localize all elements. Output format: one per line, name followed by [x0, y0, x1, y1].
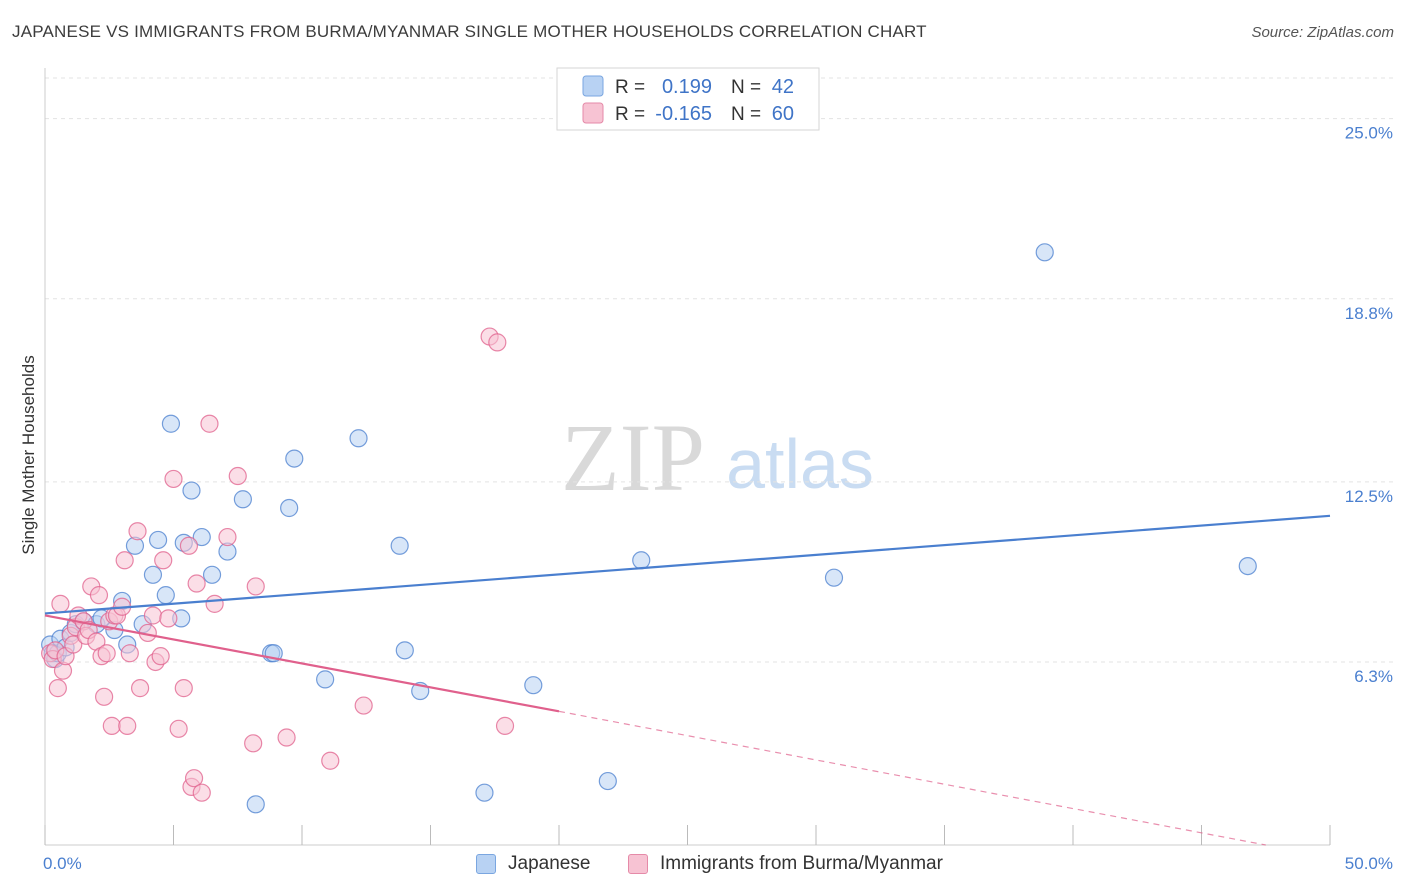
trend-line-burma: [44, 614, 560, 713]
stats-n-value: 60: [772, 103, 794, 125]
data-point-burma: [64, 635, 83, 654]
legend-swatch-japanese: [476, 854, 496, 874]
data-point-burma: [187, 574, 206, 593]
data-point-japanese: [1035, 243, 1054, 262]
legend-swatch-burma: [628, 854, 648, 874]
chart-title: JAPANESE VS IMMIGRANTS FROM BURMA/MYANMA…: [12, 22, 927, 41]
data-point-burma: [244, 734, 263, 753]
data-point-japanese: [233, 490, 252, 509]
data-point-japanese: [143, 565, 163, 584]
stats-r-value: 0.199: [662, 76, 712, 98]
data-point-japanese: [824, 568, 844, 587]
data-point-burma: [200, 414, 219, 433]
data-point-burma: [102, 716, 121, 735]
stats-n-label: N =: [731, 77, 761, 98]
y-tick-label: 18.8%: [1345, 304, 1393, 323]
data-point-burma: [205, 594, 224, 613]
data-point-burma: [154, 551, 173, 570]
stats-r-label: R =: [615, 77, 645, 98]
data-point-burma: [184, 769, 204, 788]
data-point-japanese: [524, 676, 543, 695]
data-point-burma: [218, 527, 237, 547]
data-point-burma: [192, 783, 211, 802]
data-point-burma: [179, 536, 199, 555]
x-tick-label-max: 50.0%: [1345, 854, 1393, 873]
trend-extension-burma: [558, 710, 1266, 846]
y-tick-label: 6.3%: [1354, 667, 1393, 686]
data-point-japanese: [390, 536, 409, 555]
data-point-burma: [130, 679, 150, 698]
legend-label-burma: Immigrants from Burma/Myanmar: [660, 853, 943, 874]
data-point-japanese: [246, 795, 265, 814]
data-point-burma: [277, 728, 296, 747]
source-label: Source: ZipAtlas.com: [1251, 24, 1394, 41]
legend-item-japanese[interactable]: Japanese: [476, 853, 590, 875]
data-point-japanese: [148, 530, 168, 550]
data-point-japanese: [1238, 556, 1257, 576]
data-point-japanese: [475, 783, 494, 802]
data-point-burma: [128, 522, 147, 541]
data-point-japanese: [182, 481, 201, 500]
legend-item-burma[interactable]: Immigrants from Burma/Myanmar: [628, 853, 943, 875]
stats-r-label: R =: [615, 104, 645, 125]
data-point-burma: [354, 696, 373, 715]
stats-legend-swatch: [582, 75, 604, 97]
data-point-japanese: [285, 449, 304, 468]
data-point-japanese: [202, 565, 222, 584]
data-point-burma: [51, 594, 70, 613]
data-point-japanese: [192, 527, 211, 547]
data-point-burma: [495, 716, 515, 735]
data-point-burma: [143, 606, 163, 625]
data-point-burma: [159, 609, 178, 628]
data-point-burma: [97, 644, 116, 663]
data-point-burma: [246, 577, 265, 596]
data-point-burma: [95, 687, 114, 706]
y-tick-label: 12.5%: [1345, 487, 1393, 506]
bottom-legend: Japanese Immigrants from Burma/Myanmar: [0, 850, 1406, 880]
legend-label-japanese: Japanese: [508, 853, 591, 874]
watermark-zip: ZIP: [561, 404, 705, 511]
data-point-japanese: [349, 429, 368, 448]
data-point-japanese: [280, 498, 299, 518]
data-point-burma: [321, 751, 340, 770]
data-point-burma: [48, 679, 67, 698]
data-point-burma: [115, 551, 134, 570]
watermark-atlas: atlas: [726, 425, 874, 503]
data-point-burma: [169, 719, 188, 738]
trend-line-japanese: [44, 514, 1331, 615]
data-point-japanese: [395, 641, 414, 660]
data-point-burma: [174, 679, 193, 698]
data-point-burma: [164, 469, 183, 489]
stats-legend-swatch: [582, 102, 604, 124]
data-point-burma: [488, 333, 507, 352]
data-point-japanese: [316, 670, 335, 689]
data-point-japanese: [632, 551, 651, 570]
data-point-burma: [120, 644, 139, 663]
data-point-japanese: [598, 771, 617, 791]
data-point-japanese: [161, 414, 181, 433]
data-point-burma: [228, 466, 247, 486]
stats-n-label: N =: [731, 104, 761, 125]
data-point-burma: [118, 716, 137, 735]
x-tick-label-min: 0.0%: [43, 854, 82, 873]
data-point-burma: [151, 647, 170, 666]
stats-r-value: -0.165: [655, 103, 712, 125]
stats-n-value: 42: [772, 76, 794, 98]
data-point-burma: [89, 586, 109, 605]
y-tick-label: 25.0%: [1345, 124, 1393, 143]
data-point-japanese: [156, 586, 175, 605]
y-axis-title: Single Mother Households: [19, 355, 38, 555]
